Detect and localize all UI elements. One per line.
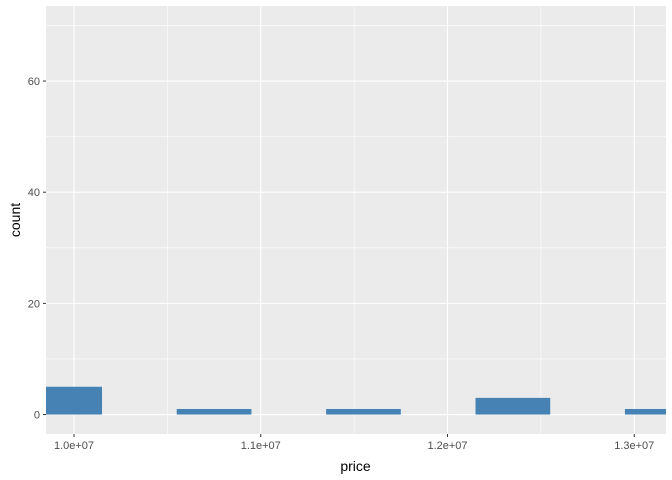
y-axis-title: count	[7, 203, 23, 237]
x-tick-label: 1.3e+07	[614, 440, 654, 452]
histogram-bar	[624, 408, 666, 415]
histogram-bar	[326, 408, 401, 415]
x-axis: 1.0e+07 1.1e+07 1.2e+07 1.3e+07	[54, 434, 654, 452]
minor-gridlines	[46, 6, 666, 434]
x-axis-title: price	[340, 458, 371, 474]
histogram-bars	[46, 386, 666, 415]
y-axis: 0 20 40 60	[28, 76, 46, 422]
x-tick-label: 1.2e+07	[427, 440, 467, 452]
y-tick-label: 40	[28, 187, 40, 199]
y-tick-label: 60	[28, 76, 40, 88]
major-gridlines	[46, 6, 666, 434]
histogram-bar	[475, 397, 551, 415]
y-tick-label: 0	[34, 410, 40, 422]
histogram-bar	[46, 386, 103, 415]
x-tick-label: 1.1e+07	[241, 440, 281, 452]
x-tick-label: 1.0e+07	[54, 440, 94, 452]
histogram-bar	[176, 408, 252, 415]
y-tick-label: 20	[28, 298, 40, 310]
plot-panel	[46, 6, 666, 434]
